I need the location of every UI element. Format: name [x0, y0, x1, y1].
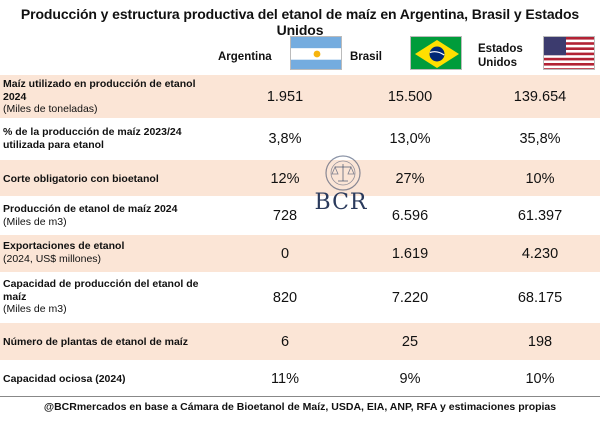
- value-brasil: 6.596: [391, 208, 429, 224]
- page-title: Producción y estructura productiva del e…: [20, 6, 580, 38]
- row-label: Maíz utilizado en producción de etanol 2…: [3, 78, 218, 116]
- row-label: Capacidad de producción del etanol de ma…: [3, 278, 218, 316]
- row-label-text: Capacidad ociosa (2024): [3, 373, 126, 385]
- value-argentina: 0: [280, 246, 290, 262]
- table-row: % de la producción de maíz 2023/24 utili…: [0, 119, 600, 160]
- usa-flag-icon: [543, 36, 595, 70]
- value-eeuu: 139.654: [513, 89, 567, 105]
- row-label-text: Exportaciones de etanol: [3, 240, 125, 252]
- row-label: Número de plantas de etanol de maíz: [3, 336, 218, 349]
- value-brasil: 25: [401, 334, 419, 350]
- value-brasil: 27%: [395, 171, 425, 187]
- table-row: Exportaciones de etanol (2024, US$ millo…: [0, 235, 600, 273]
- table-row: Maíz utilizado en producción de etanol 2…: [0, 75, 600, 119]
- row-label: Exportaciones de etanol (2024, US$ millo…: [3, 240, 218, 265]
- value-eeuu: 68.175: [517, 290, 563, 306]
- bcr-watermark-text: BCR: [314, 190, 368, 215]
- value-brasil: 7.220: [391, 290, 429, 306]
- divider: [0, 396, 600, 397]
- value-argentina: 1.951: [266, 89, 304, 105]
- column-header: Argentina Brasil Estados Unidos: [0, 34, 600, 74]
- value-argentina: 728: [272, 208, 298, 224]
- value-eeuu: 4.230: [521, 246, 559, 262]
- row-label: % de la producción de maíz 2023/24 utili…: [3, 126, 218, 151]
- col-brasil: Brasil: [350, 51, 382, 63]
- data-table: Maíz utilizado en producción de etanol 2…: [0, 75, 600, 395]
- row-unit: (Miles de m3): [3, 215, 67, 228]
- value-eeuu: 35,8%: [519, 131, 561, 147]
- value-argentina: 12%: [270, 171, 300, 187]
- table-row: Número de plantas de etanol de maíz 6 25…: [0, 323, 600, 361]
- row-unit: (2024, US$ millones): [3, 252, 102, 265]
- table-row: Corte obligatorio con bioetanol 12% 27% …: [0, 160, 600, 197]
- value-argentina: 6: [280, 334, 290, 350]
- value-brasil: 13,0%: [389, 131, 431, 147]
- row-label-text: Número de plantas de etanol de maíz: [3, 336, 188, 348]
- value-argentina: 820: [272, 290, 298, 306]
- col-eeuu-line2: Unidos: [478, 57, 517, 69]
- col-eeuu: Estados Unidos: [478, 42, 523, 70]
- value-brasil: 1.619: [391, 246, 429, 262]
- value-brasil: 15.500: [387, 89, 433, 105]
- value-argentina: 11%: [271, 371, 299, 387]
- col-argentina: Argentina: [218, 51, 272, 63]
- row-label-text: Corte obligatorio con bioetanol: [3, 173, 159, 185]
- row-label-text: Maíz utilizado en producción de etanol 2…: [3, 78, 196, 103]
- value-eeuu: 198: [527, 334, 553, 350]
- value-eeuu: 10%: [525, 171, 555, 187]
- row-label: Corte obligatorio con bioetanol: [3, 173, 218, 186]
- row-label: Capacidad ociosa (2024): [3, 373, 218, 386]
- value-brasil: 9%: [399, 371, 421, 387]
- row-unit: (Miles de m3): [3, 303, 67, 315]
- argentina-flag-icon: [290, 36, 342, 70]
- row-label: Producción de etanol de maíz 2024 (Miles…: [3, 203, 218, 228]
- row-label-text: Producción de etanol de maíz 2024: [3, 203, 178, 215]
- value-eeuu: 10%: [525, 371, 555, 387]
- row-label-text: % de la producción de maíz 2023/24 utili…: [3, 126, 182, 151]
- brazil-flag-icon: [410, 36, 462, 70]
- footer-source: @BCRmercados en base a Cámara de Bioetan…: [43, 401, 557, 413]
- value-argentina: 3,8%: [268, 131, 302, 147]
- table-row: Capacidad de producción del etanol de ma…: [0, 273, 600, 323]
- col-eeuu-line1: Estados: [478, 43, 523, 55]
- row-unit: (Miles de toneladas): [3, 103, 98, 115]
- table-row: Capacidad ociosa (2024) 11% 9% 10%: [0, 361, 600, 395]
- value-eeuu: 61.397: [517, 208, 563, 224]
- row-label-text: Capacidad de producción del etanol de ma…: [3, 278, 199, 303]
- table-row: Producción de etanol de maíz 2024 (Miles…: [0, 197, 600, 235]
